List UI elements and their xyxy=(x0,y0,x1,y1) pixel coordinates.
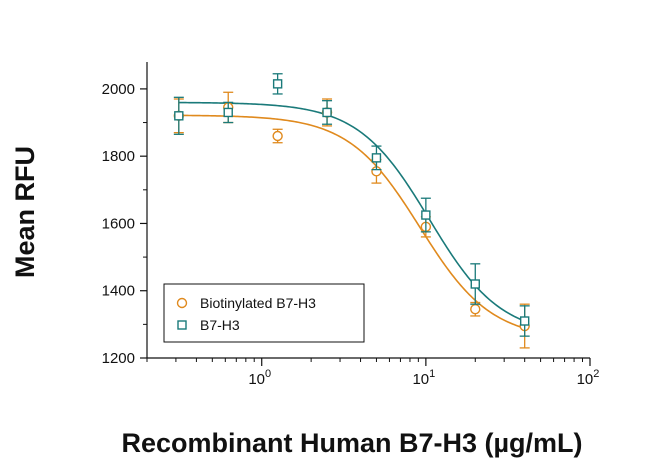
legend-label-b7h3: B7-H3 xyxy=(200,317,240,333)
data-point xyxy=(470,263,481,305)
marker-square xyxy=(322,107,332,118)
fit-curve-1 xyxy=(178,101,525,322)
marker-square xyxy=(519,316,530,326)
legend-box xyxy=(163,283,365,343)
legend-marker-b7h3 xyxy=(177,320,187,330)
marker-square xyxy=(272,79,283,89)
x-tick-label: 102 xyxy=(577,368,600,388)
data-point xyxy=(371,145,382,171)
marker-circle xyxy=(272,130,283,142)
legend-label-biotinylated: Biotinylated B7-H3 xyxy=(200,295,316,311)
data-point xyxy=(519,305,530,337)
data-point xyxy=(420,197,431,233)
marker-square xyxy=(421,210,431,220)
axes: 1200 1400 1600 1800 2000 100 101 102 xyxy=(102,62,600,388)
data-point xyxy=(322,100,333,125)
x-axis-title: Recombinant Human B7-H3 (µg/mL) xyxy=(121,428,582,458)
marker-square xyxy=(174,111,184,121)
fit-curves xyxy=(178,101,525,329)
data-point xyxy=(272,128,283,144)
fit-curve-0 xyxy=(178,114,525,329)
x-tick-label: 100 xyxy=(248,368,271,388)
y-tick-label: 2000 xyxy=(102,81,135,98)
legend-marker-biotinylated xyxy=(176,297,188,309)
marker-circle xyxy=(470,304,481,315)
data-points xyxy=(173,73,530,349)
data-point xyxy=(223,101,234,124)
marker-square xyxy=(223,107,233,118)
y-tick-label: 1800 xyxy=(102,148,135,165)
data-point xyxy=(272,73,283,95)
y-tick-label: 1600 xyxy=(102,215,135,232)
y-tick-label: 1200 xyxy=(102,350,135,367)
legend-items xyxy=(176,297,188,330)
y-axis-title: Mean RFU xyxy=(10,146,40,278)
marker-square xyxy=(470,279,480,289)
legend: Biotinylated B7-H3 B7-H3 xyxy=(163,283,365,343)
y-tick-label: 1400 xyxy=(102,283,135,300)
x-tick-label: 101 xyxy=(412,368,435,388)
data-point xyxy=(173,96,184,135)
marker-square xyxy=(371,153,382,163)
